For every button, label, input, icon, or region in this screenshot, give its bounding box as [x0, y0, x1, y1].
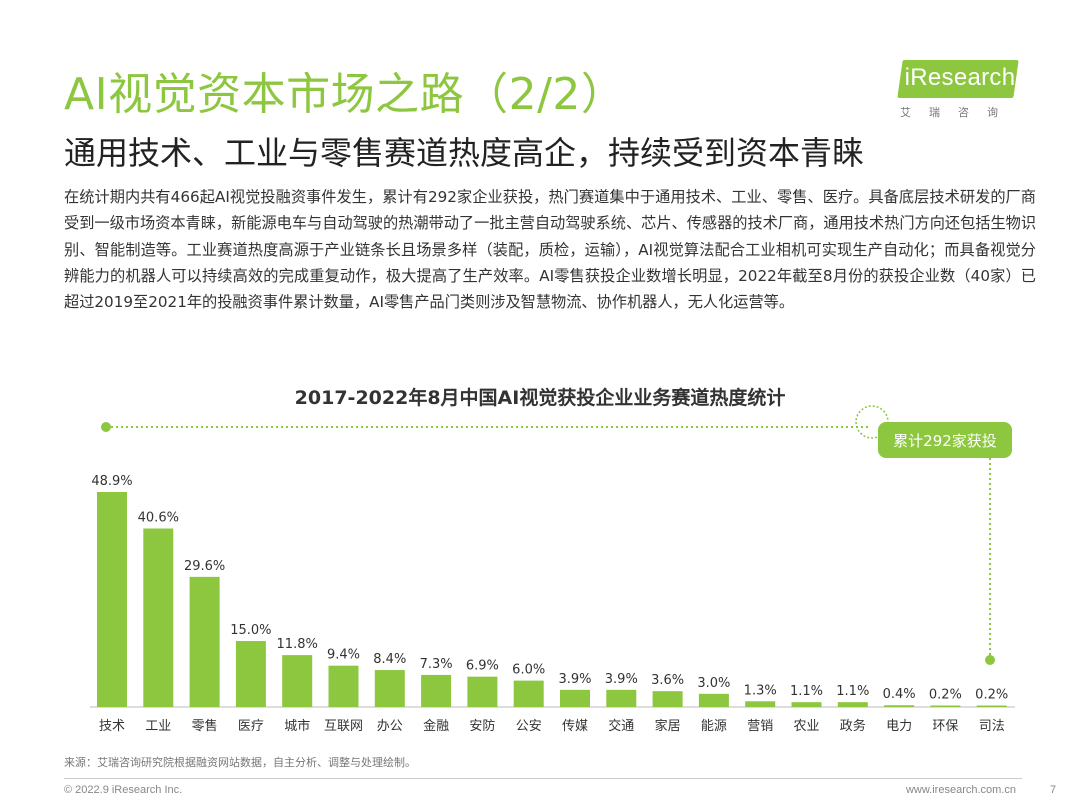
category-label-8: 安防	[469, 718, 495, 734]
body-paragraph: 在统计期内共有466起AI视觉投融资事件发生，累计有292家企业获投，热门赛道集…	[64, 188, 1036, 312]
category-label-18: 环保	[932, 719, 958, 734]
value-label-19: 0.2%	[975, 688, 1008, 703]
page-subtitle: 通用技术、工业与零售赛道热度高企，持续受到资本青睐	[64, 134, 865, 172]
bar-18	[930, 705, 961, 707]
value-label-16: 1.1%	[836, 684, 869, 699]
logo-cn: 艾瑞咨询	[900, 106, 1016, 119]
annotation-box	[878, 422, 1012, 458]
value-label-8: 6.9%	[466, 659, 499, 674]
value-labels-group: 48.9% 40.6% 29.6% 15.0% 11.8% 9.4% 8.4% 7.3% 6.9…	[91, 474, 1008, 703]
bars-group	[97, 492, 1007, 707]
category-label-1: 工业	[145, 719, 171, 734]
value-label-14: 1.3%	[744, 683, 777, 698]
iresearch-logo: iResearch 艾瑞咨询	[897, 60, 1024, 122]
bar-13	[698, 693, 729, 707]
footer-divider	[64, 778, 1022, 779]
bar-0	[97, 492, 127, 707]
category-label-4: 城市	[284, 718, 310, 734]
category-label-6: 办公	[377, 719, 403, 734]
category-label-9: 公安	[516, 719, 542, 734]
value-label-3: 15.0%	[230, 623, 271, 638]
bar-16	[837, 702, 868, 707]
value-label-2: 29.6%	[184, 559, 225, 574]
bar-4	[282, 655, 313, 707]
annotation-label: 累计292家获投	[893, 432, 997, 450]
value-label-0: 48.9%	[91, 474, 132, 489]
category-label-12: 家居	[655, 718, 681, 734]
page-number: 7	[1050, 784, 1057, 796]
bar-9	[513, 680, 544, 707]
category-label-3: 医疗	[238, 719, 264, 734]
category-label-19: 司法	[979, 719, 1005, 734]
logo-brand: iResearch	[904, 64, 1016, 91]
page-title: AI视觉资本市场之路（2/2）	[64, 69, 626, 120]
bar-8	[467, 676, 498, 707]
bar-6	[374, 670, 405, 707]
top-line-start-dot	[101, 422, 111, 432]
value-label-4: 11.8%	[277, 637, 318, 652]
chart-title: 2017-2022年8月中国AI视觉获投企业业务赛道热度统计	[294, 387, 786, 409]
value-label-11: 3.9%	[605, 672, 638, 687]
chart-decoration: 累计292家获投	[90, 405, 1015, 708]
category-label-5: 互联网	[324, 719, 363, 734]
bar-19	[976, 705, 1007, 707]
bar-17	[884, 705, 915, 707]
bar-5	[328, 665, 359, 707]
website-link[interactable]: www.iresearch.com.cn	[905, 784, 1016, 796]
category-label-0: 技术	[99, 719, 125, 734]
value-label-12: 3.6%	[651, 673, 684, 688]
category-label-2: 零售	[192, 718, 218, 734]
source-note: 来源：艾瑞咨询研究院根据融资网站数据，自主分析、调整与处理绘制。	[64, 756, 416, 769]
value-label-9: 6.0%	[512, 663, 545, 678]
bar-15	[791, 702, 822, 707]
category-label-17: 电力	[886, 719, 912, 734]
value-label-15: 1.1%	[790, 684, 823, 699]
bar-12	[652, 691, 683, 707]
copyright: © 2022.9 iResearch Inc.	[64, 784, 183, 796]
value-label-6: 8.4%	[373, 652, 406, 667]
category-label-7: 金融	[423, 718, 449, 734]
value-label-7: 7.3%	[420, 657, 453, 672]
value-label-5: 9.4%	[327, 648, 360, 663]
category-labels-group: 技术 工业 零售 医疗 城市 互联网 办公 金融 安防 公安 传媒 交通 家居 能源 营销 农业 政务 电力 环保 司…	[99, 718, 1005, 734]
bar-1	[143, 528, 174, 707]
bar-14	[745, 701, 776, 707]
category-label-16: 政务	[840, 718, 866, 734]
category-label-14: 营销	[747, 719, 773, 734]
bar-10	[560, 689, 590, 707]
category-label-13: 能源	[701, 719, 727, 734]
value-label-17: 0.4%	[883, 687, 916, 702]
bar-11	[606, 689, 637, 707]
value-label-10: 3.9%	[558, 672, 591, 687]
value-label-13: 3.0%	[697, 676, 730, 691]
category-label-15: 农业	[793, 719, 819, 734]
category-label-11: 交通	[608, 718, 634, 734]
value-label-18: 0.2%	[929, 688, 962, 703]
bar-2	[189, 576, 220, 707]
bar-7	[421, 674, 452, 707]
right-line-end-dot	[985, 655, 995, 665]
value-label-1: 40.6%	[138, 510, 179, 525]
bar-3	[235, 641, 266, 707]
category-label-10: 传媒	[562, 719, 588, 734]
